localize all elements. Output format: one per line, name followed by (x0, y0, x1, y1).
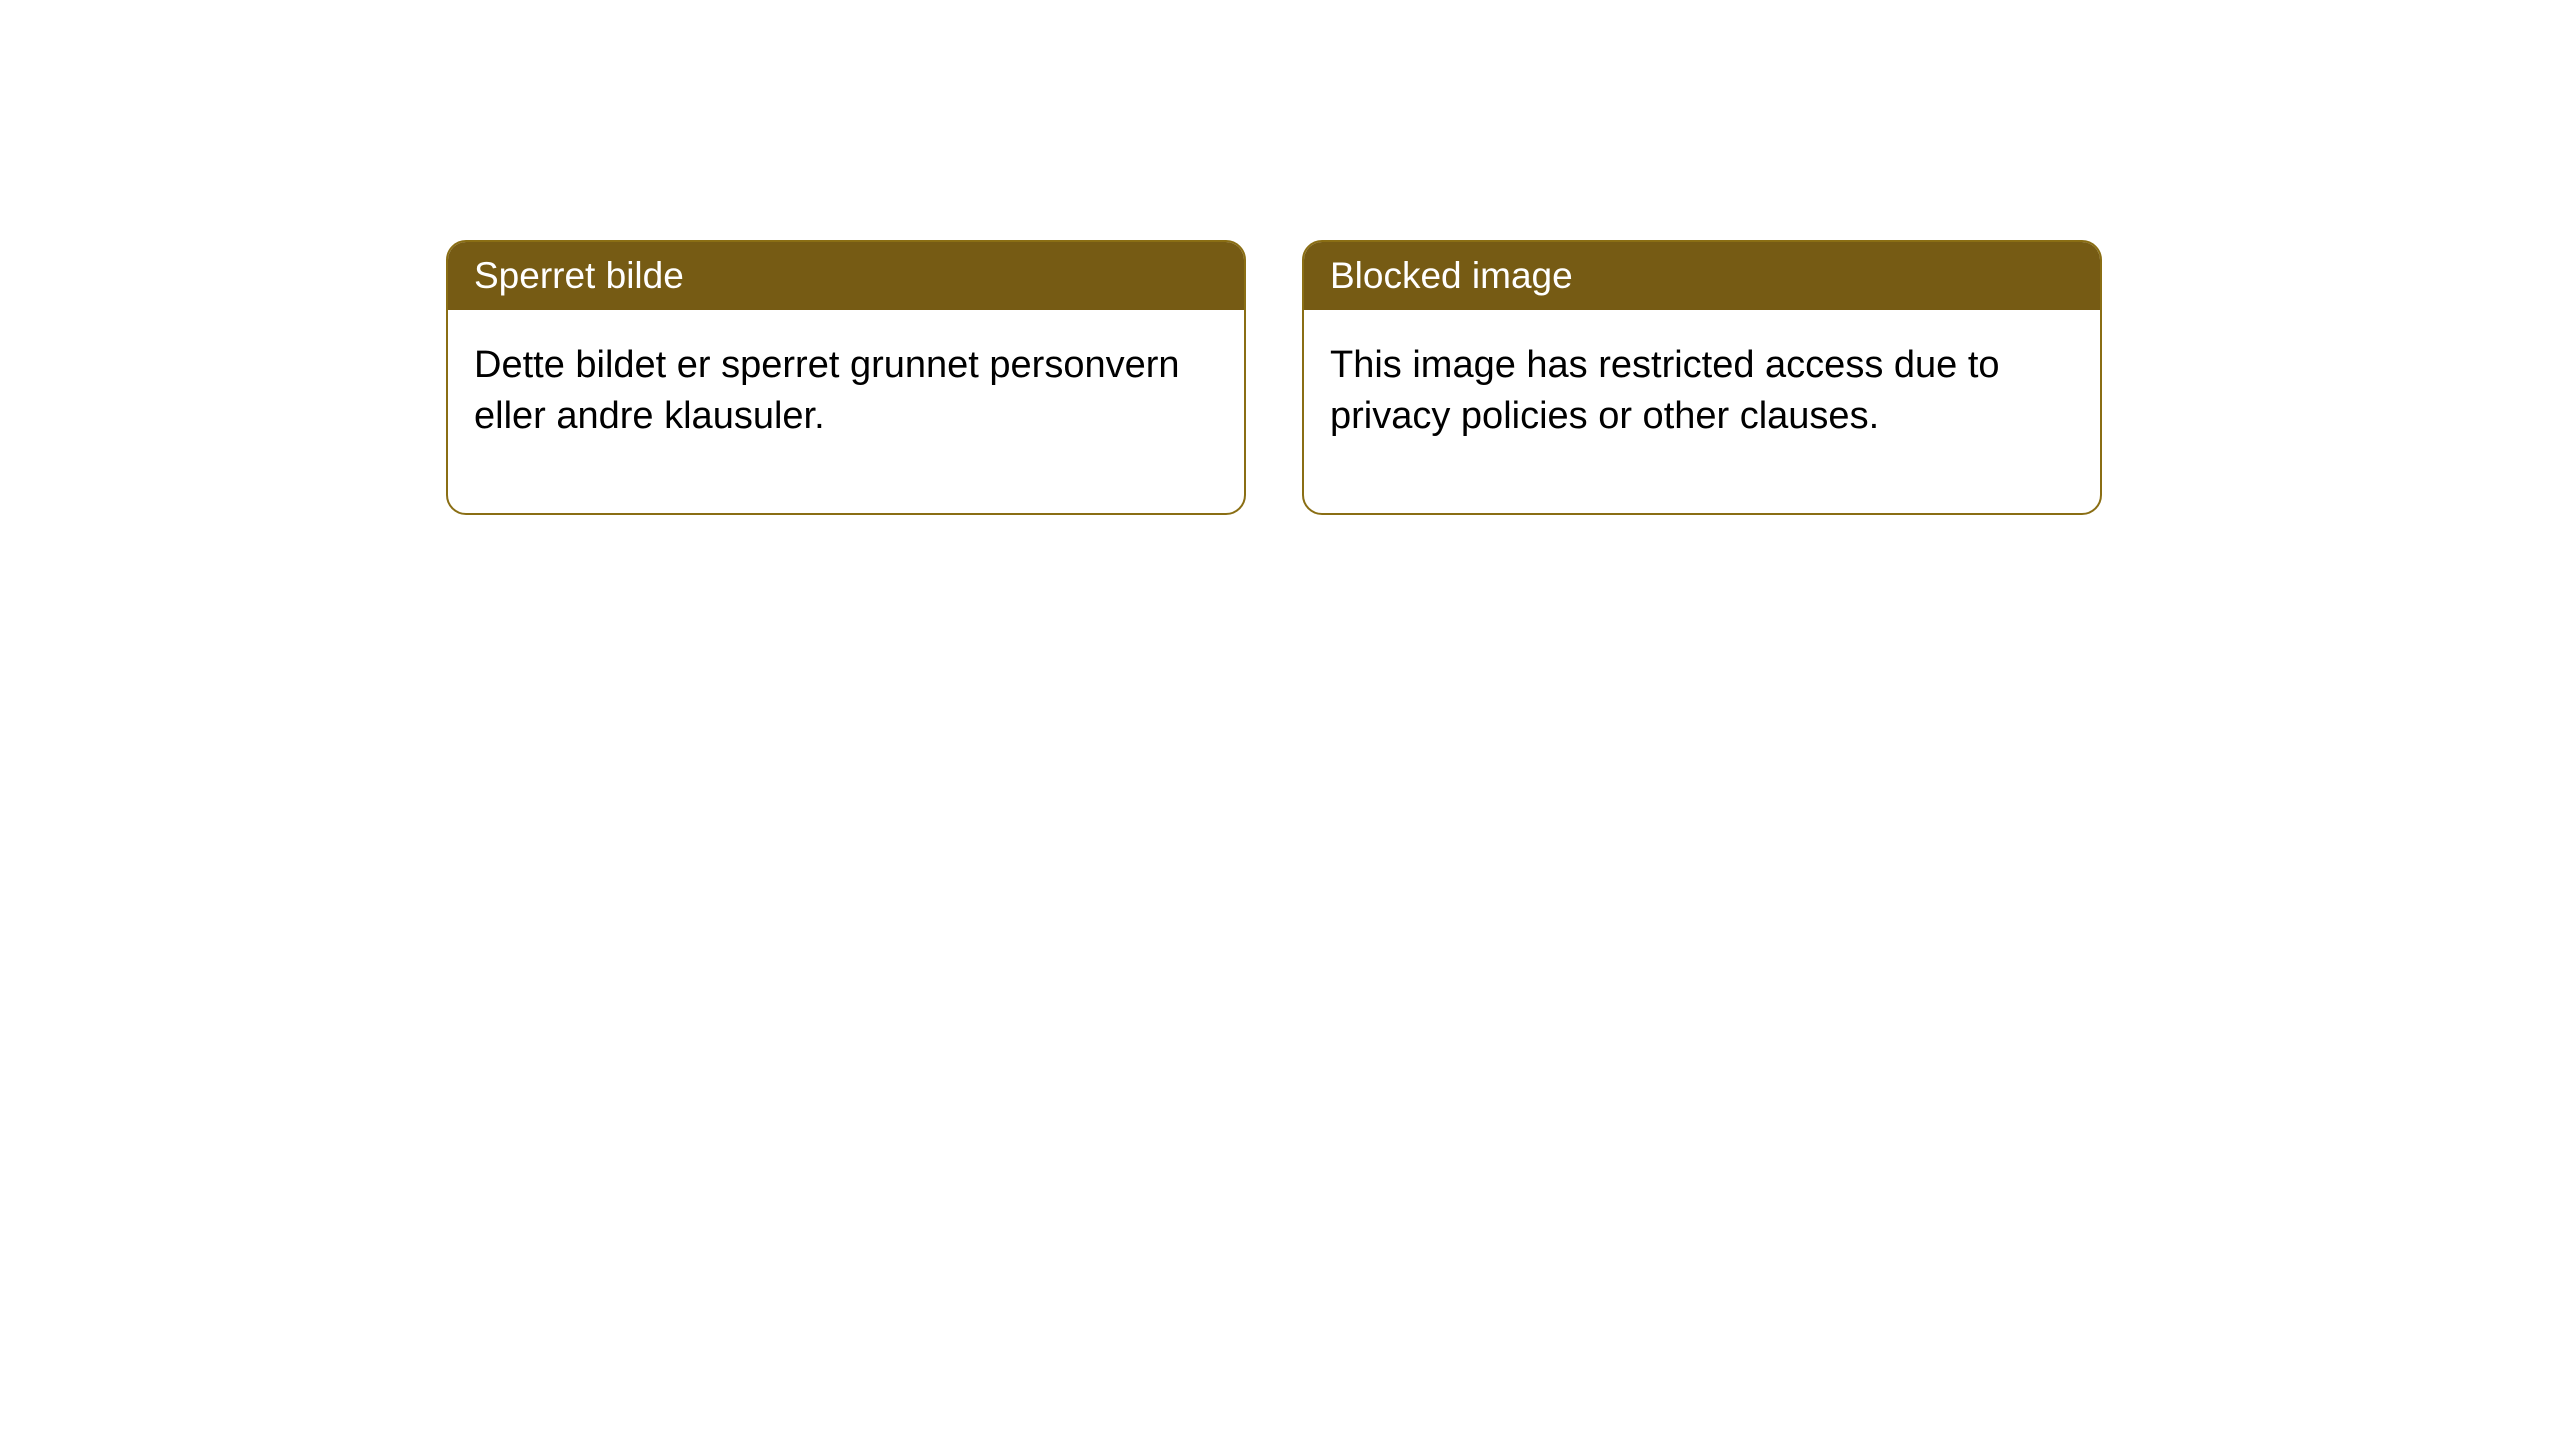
blocked-image-notice-container: Sperret bilde Dette bildet er sperret gr… (446, 240, 2102, 515)
card-body: Dette bildet er sperret grunnet personve… (448, 310, 1244, 513)
blocked-image-card-en: Blocked image This image has restricted … (1302, 240, 2102, 515)
card-body: This image has restricted access due to … (1304, 310, 2100, 513)
card-header: Blocked image (1304, 242, 2100, 310)
blocked-image-card-no: Sperret bilde Dette bildet er sperret gr… (446, 240, 1246, 515)
card-header: Sperret bilde (448, 242, 1244, 310)
